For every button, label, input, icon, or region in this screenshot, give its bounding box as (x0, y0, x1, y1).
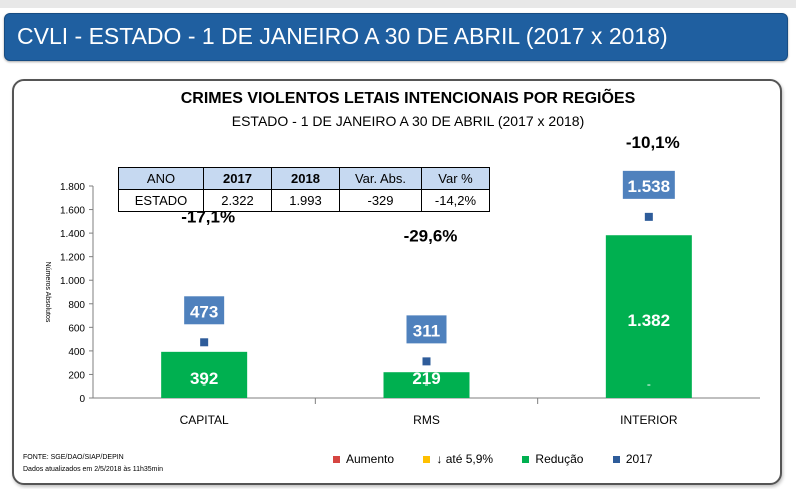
summary-table-header-row: ANO 2017 2018 Var. Abs. Var % (118, 167, 490, 190)
summary-cell-2018: 1.993 (271, 189, 340, 212)
summary-header-2017: 2017 (203, 167, 272, 190)
summary-header-2018: 2018 (271, 167, 340, 190)
legend-swatch-ate-5-9 (423, 456, 431, 464)
legend-label-reducao: Redução (535, 451, 584, 466)
data-label-2018: 219 (412, 369, 440, 388)
y-tick-label: 800 (68, 300, 85, 311)
label-box-2017-rms (406, 315, 447, 344)
legend-label-ate-5-9: ↓ até 5,9% (436, 451, 494, 466)
summary-header-var-pct: Var % (421, 167, 490, 190)
y-tick-label: 400 (68, 347, 85, 358)
label-box-2017-capital (184, 296, 225, 325)
summary-cell-var-pct: -14,2% (421, 189, 490, 212)
x-tick-label: RMS (413, 413, 440, 427)
legend-label-2017: 2017 (625, 451, 653, 466)
marker-2017-rms (422, 357, 431, 366)
legend-item-reducao: Redução (522, 452, 583, 466)
data-label-2017: 473 (190, 302, 218, 321)
y-tick-label: 1.800 (60, 182, 85, 193)
updated-note: Dados atualizados em 2/5/2018 às 11h35mi… (23, 466, 163, 473)
variation-label-interior: -10,1% (626, 133, 680, 152)
variation-label-rms: -29,6% (404, 226, 458, 245)
legend-swatch-2017 (612, 456, 620, 464)
legend-swatch-aumento (333, 456, 340, 464)
y-tick-label: 1.400 (60, 229, 85, 240)
marker-2017-interior (644, 212, 653, 221)
y-tick-label: 1.000 (60, 276, 85, 287)
chart-subtitle: ESTADO - 1 DE JANEIRO A 30 DE ABRIL (201… (231, 113, 585, 129)
summary-header-ano: ANO (118, 167, 204, 190)
legend-item-aumento: Aumento (333, 452, 394, 466)
y-tick-label: 1.600 (60, 206, 85, 217)
y-tick-label: 0 (79, 394, 85, 405)
summary-cell-ano: ESTADO (118, 189, 204, 212)
marker-2017-capital (200, 338, 209, 347)
y-tick-label: 1.200 (60, 253, 85, 264)
legend-item-2017: 2017 (612, 451, 653, 466)
summary-table: ANO 2017 2018 Var. Abs. Var % ESTADO 2.3… (118, 167, 490, 212)
data-label-2017: 311 (413, 321, 440, 340)
data-label-2017: 1.538 (628, 177, 671, 196)
summary-cell-var-abs: -329 (339, 189, 422, 212)
page-title: CVLI - ESTADO - 1 DE JANEIRO A 30 DE ABR… (17, 23, 668, 49)
zero-marker: - (425, 377, 429, 391)
header-banner: CVLI - ESTADO - 1 DE JANEIRO A 30 DE ABR… (4, 13, 788, 61)
y-axis-label: Números Absolutos (44, 262, 51, 323)
x-tick-label: INTERIOR (620, 413, 678, 427)
label-box-2017-interior (622, 170, 675, 199)
y-tick-label: 600 (68, 323, 85, 334)
top-strip (0, 0, 796, 8)
bar-capital (161, 351, 248, 398)
legend-label-aumento: Aumento (346, 451, 395, 466)
chart-title: CRIMES VIOLENTOS LETAIS INTENCIONAIS POR… (180, 90, 636, 107)
summary-table-row: ESTADO 2.322 1.993 -329 -14,2% (118, 189, 490, 212)
summary-cell-2017: 2.322 (203, 189, 272, 212)
footnotes: FONTE: SGE/DAO/SIAP/DEPIN Dados atualiza… (23, 452, 163, 476)
variation-label-capital: -17,1% (181, 207, 235, 226)
data-label-2018: 392 (190, 369, 218, 388)
summary-header-var-abs: Var. Abs. (339, 167, 422, 190)
x-tick-label: CAPITAL (180, 413, 229, 427)
source-note: FONTE: SGE/DAO/SIAP/DEPIN (23, 454, 124, 461)
zero-marker: - (202, 377, 206, 391)
legend-item-ate-5-9: ↓ até 5,9% (423, 452, 493, 466)
data-label-2018: 1.382 (628, 311, 671, 330)
bar-interior (605, 235, 692, 398)
chart-legend: Aumento ↓ até 5,9% Redução 2017 (333, 451, 679, 466)
legend-swatch-reducao (522, 456, 530, 464)
y-tick-label: 200 (68, 370, 85, 381)
zero-marker: - (647, 377, 651, 391)
bar-rms (383, 372, 470, 398)
